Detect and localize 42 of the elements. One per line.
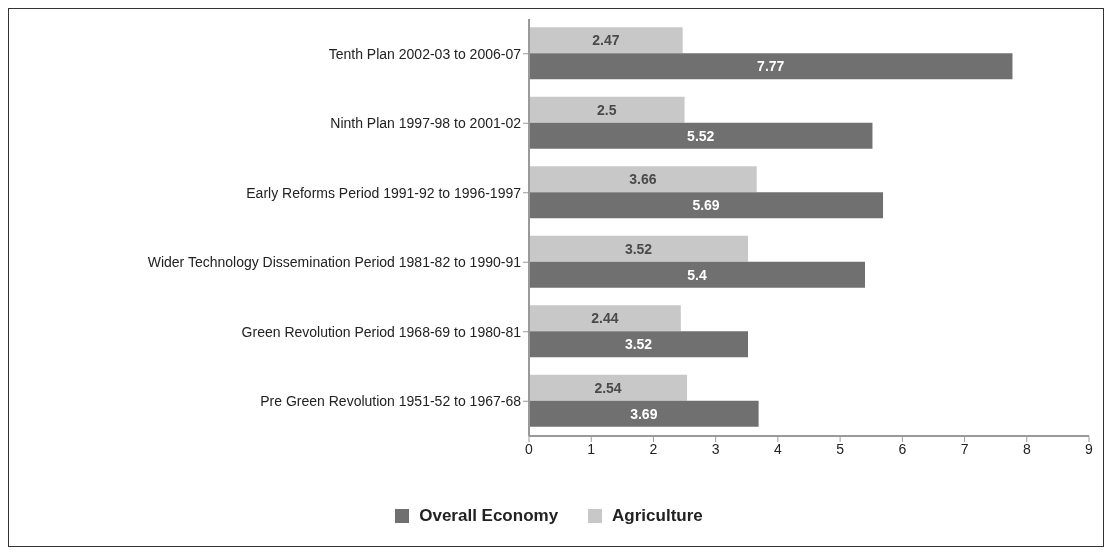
bar: [529, 305, 681, 332]
bar: [529, 374, 688, 401]
y-tick-label: Green Revolution Period 1968-69 to 1980-81: [241, 323, 522, 340]
bar: [529, 400, 759, 427]
y-tick-label: Tenth Plan 2002-03 to 2006-07: [328, 45, 522, 62]
x-tick-label: 3: [711, 440, 720, 457]
bar: [529, 27, 683, 54]
x-tick-label: 7: [960, 440, 969, 457]
data-label: 5.52: [687, 127, 715, 144]
x-tick-label: 8: [1022, 440, 1031, 457]
bar: [529, 192, 884, 219]
x-tick-label: 6: [898, 440, 907, 457]
bar: [529, 331, 749, 358]
x-tick-label: 5: [836, 440, 845, 457]
y-tick-label: Ninth Plan 1997-98 to 2001-02: [330, 115, 522, 132]
y-tick-label: Early Reforms Period 1991-92 to 1996-1997: [246, 184, 522, 201]
data-label: 3.66: [629, 171, 657, 188]
data-label: 3.52: [624, 240, 653, 257]
data-label: 5.4: [687, 266, 707, 283]
y-tick-label: Wider Technology Dissemination Period 1981-82 to 1990-91: [147, 254, 522, 271]
x-tick-label: 1: [587, 440, 596, 457]
x-tick-label: 4: [773, 440, 782, 457]
bar: [529, 166, 757, 193]
data-label: 2.47: [592, 32, 620, 49]
y-tick-label: Pre Green Revolution 1951-52 to 1967-68: [260, 393, 522, 410]
data-label: 2.44: [591, 310, 619, 327]
data-label: 7.77: [757, 58, 785, 75]
data-label: 5.69: [692, 197, 720, 214]
bar: [529, 235, 749, 262]
data-label: 2.5: [597, 101, 617, 118]
bar: [529, 261, 865, 288]
bar: [529, 122, 873, 149]
data-label: 3.69: [630, 405, 658, 422]
data-label: 3.52: [624, 336, 653, 353]
x-tick-label: 2: [649, 440, 658, 457]
x-tick-label: 0: [525, 440, 534, 457]
data-label: 2.54: [594, 379, 622, 396]
x-tick-label: 9: [1085, 440, 1094, 457]
legend-label: Agriculture: [611, 506, 703, 526]
bar: [529, 96, 685, 123]
bar: [529, 53, 1013, 80]
legend-label: Overall Economy: [418, 506, 559, 526]
